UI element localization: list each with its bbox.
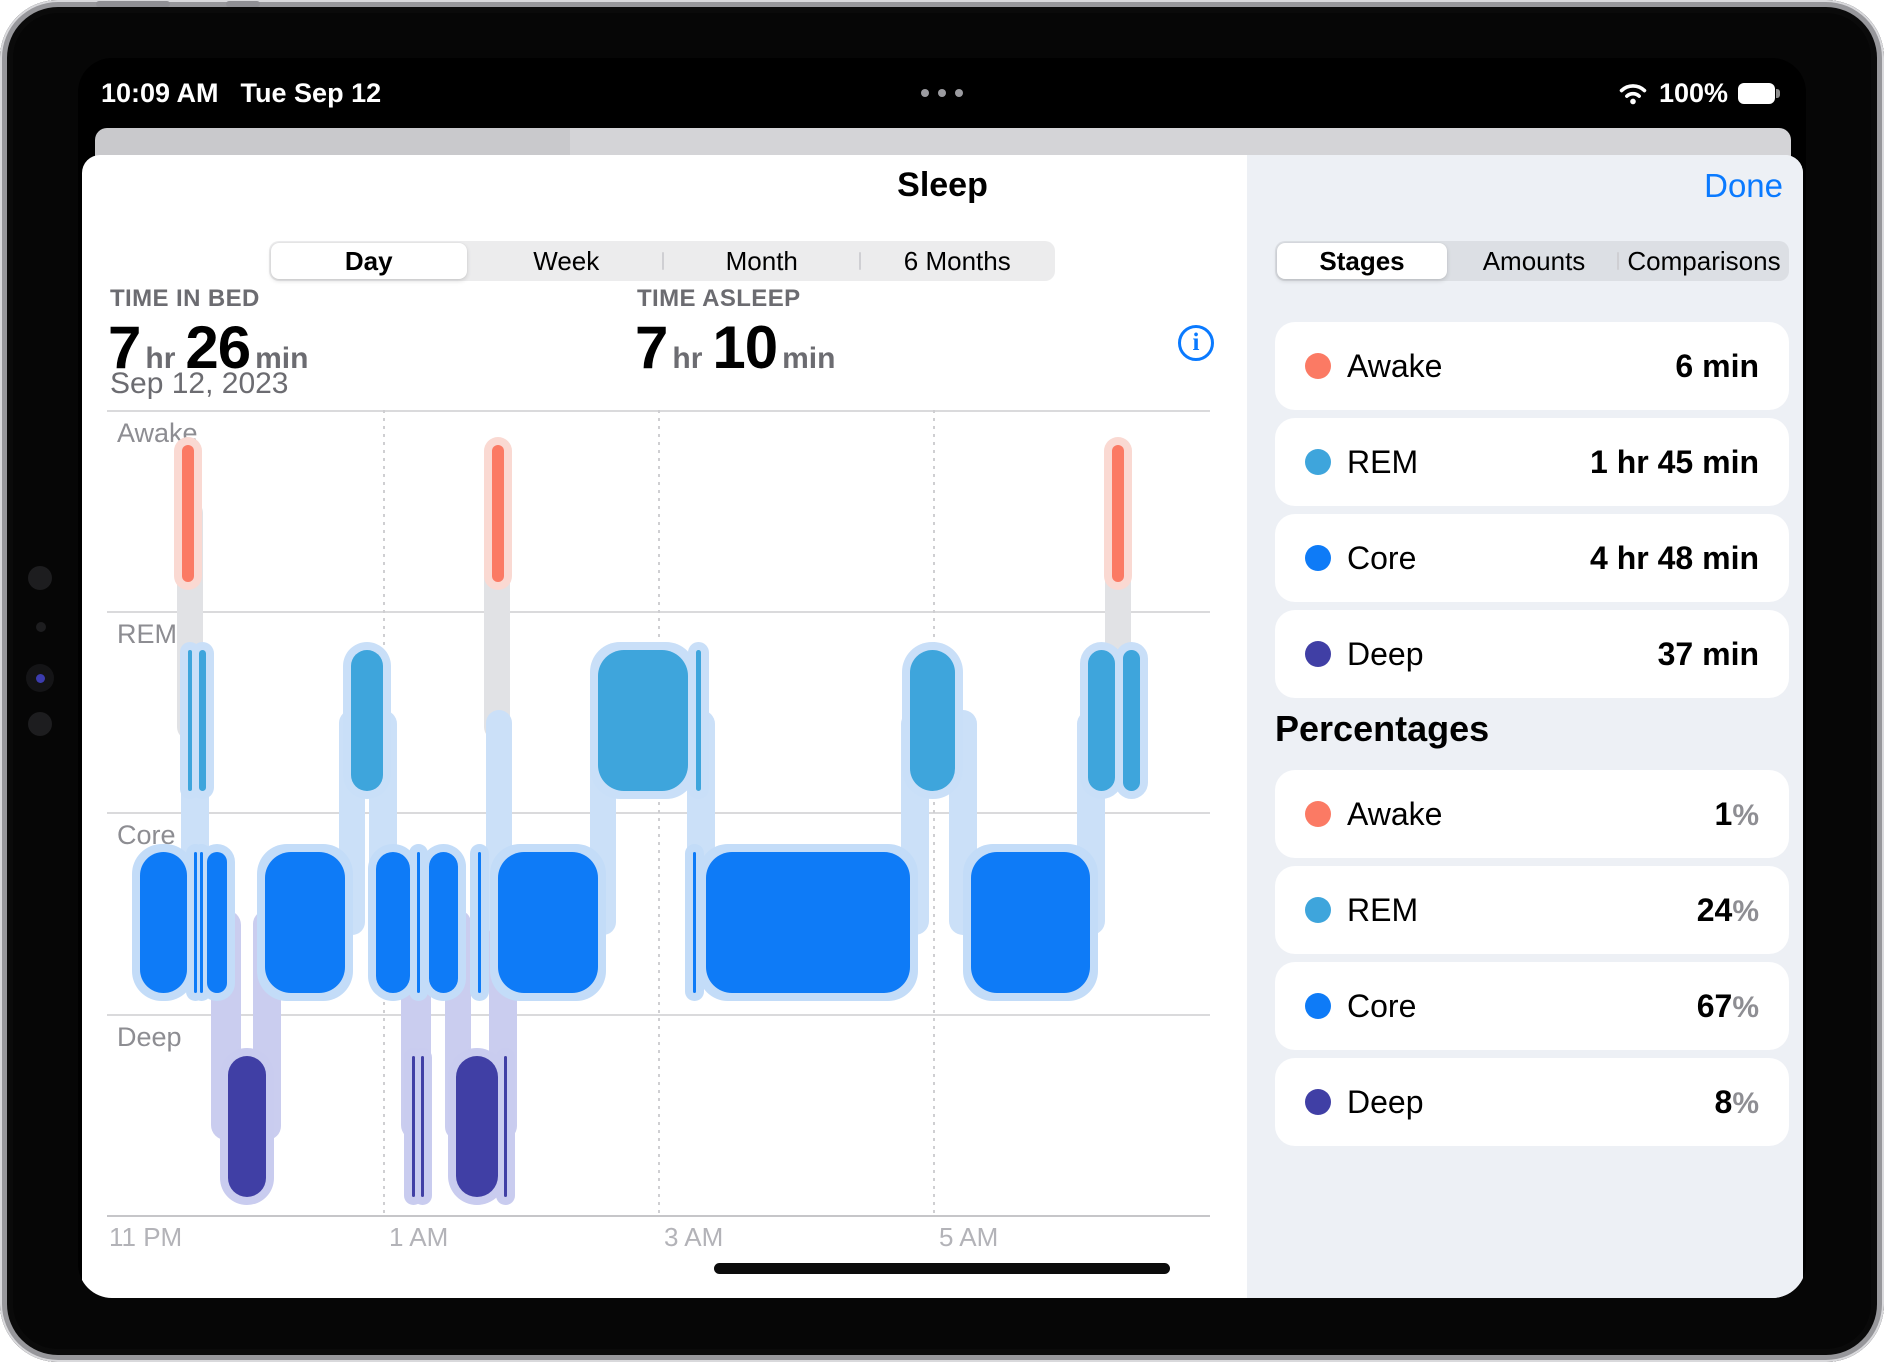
tab-day[interactable]: Day — [271, 243, 467, 279]
page-title: Sleep — [897, 166, 988, 204]
sleep-segment-rem[interactable] — [1088, 650, 1115, 791]
awake-dot-icon — [1305, 353, 1331, 379]
rem-dot-icon — [1305, 897, 1331, 923]
band-label-rem: REM — [117, 619, 177, 649]
sleep-segment-rem[interactable] — [351, 650, 383, 791]
segment-divider — [858, 252, 861, 270]
status-bar: 10:09 AM Tue Sep 12 100% — [78, 78, 1806, 108]
info-icon[interactable]: i — [1178, 325, 1214, 361]
percent-card-deep[interactable]: Deep 8% — [1275, 1058, 1789, 1146]
deep-dot-icon — [1305, 1089, 1331, 1115]
chart-band-line — [107, 1215, 1210, 1217]
tab-month[interactable]: Month — [725, 245, 798, 276]
sleep-segment-core[interactable] — [200, 852, 203, 993]
tab-week[interactable]: Week — [533, 245, 600, 276]
sleep-segment-rem[interactable] — [1123, 650, 1140, 791]
percent-card-rem[interactable]: REM 24% — [1275, 866, 1789, 954]
sleep-segment-deep[interactable] — [421, 1056, 424, 1197]
sleep-segment-core[interactable] — [693, 852, 696, 993]
deep-dot-icon — [1305, 641, 1331, 667]
period-segmented-control: Day Week Month 6 Months — [269, 241, 1055, 281]
time-asleep-value: 7 hr 10 min — [635, 314, 836, 381]
chart-gridline — [933, 410, 935, 1215]
status-date: Tue Sep 12 — [240, 78, 382, 108]
x-tick-label: 5 AM — [939, 1222, 999, 1252]
time-in-bed-value: 7 hr 26 min — [108, 314, 309, 381]
sleep-segment-core[interactable] — [478, 852, 481, 993]
sleep-segment-core[interactable] — [140, 852, 187, 993]
sleep-segment-awake[interactable] — [182, 445, 194, 582]
sidebar-segmented-control: Stages Amounts Comparisons — [1275, 241, 1789, 281]
sleep-segment-deep[interactable] — [456, 1056, 498, 1197]
top-volume-button — [226, 1, 260, 7]
multitasking-dots-icon[interactable] — [921, 89, 963, 97]
segment-divider — [1617, 252, 1620, 270]
chart-gridline — [658, 410, 660, 1215]
sleep-segment-rem[interactable] — [910, 650, 955, 791]
sleep-segment-core[interactable] — [971, 852, 1090, 993]
time-asleep-label: TIME ASLEEP — [637, 285, 801, 312]
sleep-segment-core[interactable] — [265, 852, 345, 993]
core-dot-icon — [1305, 993, 1331, 1019]
stage-card-awake[interactable]: Awake 6 min — [1275, 322, 1789, 410]
sleep-segment-core[interactable] — [498, 852, 598, 993]
home-indicator[interactable] — [714, 1263, 1170, 1274]
rem-dot-icon — [1305, 449, 1331, 475]
segment-divider — [662, 252, 664, 270]
band-label-deep: Deep — [117, 1022, 182, 1052]
percent-card-awake[interactable]: Awake 1% — [1275, 770, 1789, 858]
status-time: 10:09 AM — [101, 78, 219, 108]
tab-amounts[interactable]: Amounts — [1482, 245, 1586, 276]
x-tick-label: 11 PM — [109, 1222, 183, 1252]
side-sensor-2 — [28, 712, 52, 736]
sleep-segment-deep[interactable] — [412, 1056, 415, 1197]
sleep-modal-sheet: Sleep Done Day Week Month 6 Months TIME … — [82, 155, 1803, 1298]
stage-card-core[interactable]: Core 4 hr 48 min — [1275, 514, 1789, 602]
x-tick-label: 3 AM — [664, 1222, 724, 1252]
battery-icon — [1738, 83, 1780, 104]
ipad-screen: 10:09 AM Tue Sep 12 100% Sleep Done — [78, 58, 1806, 1298]
tab-comparisons[interactable]: Comparisons — [1627, 245, 1781, 276]
sleep-segment-rem[interactable] — [188, 650, 192, 791]
sleep-segment-core[interactable] — [706, 852, 910, 993]
top-power-button — [96, 1, 170, 7]
sleep-segment-deep[interactable] — [228, 1056, 266, 1197]
sleep-segment-core[interactable] — [417, 852, 420, 993]
sleep-segment-core[interactable] — [376, 852, 410, 993]
done-button[interactable]: Done — [1704, 167, 1783, 204]
front-sensor — [28, 566, 52, 590]
stage-card-rem[interactable]: REM 1 hr 45 min — [1275, 418, 1789, 506]
sleep-segment-core[interactable] — [429, 852, 458, 993]
summary-date: Sep 12, 2023 — [110, 367, 289, 400]
sleep-segment-awake[interactable] — [1112, 445, 1124, 582]
tab-6-months[interactable]: 6 Months — [903, 245, 1011, 276]
core-dot-icon — [1305, 545, 1331, 571]
stage-card-deep[interactable]: Deep 37 min — [1275, 610, 1789, 698]
sleep-segment-core[interactable] — [207, 852, 227, 993]
awake-dot-icon — [1305, 801, 1331, 827]
sleep-segment-rem[interactable] — [696, 650, 701, 791]
wifi-icon — [1619, 83, 1647, 104]
sleep-chart[interactable]: Awake REM Core Deep 11 PM 1 AM 3 AM 5 AM — [107, 410, 1210, 1270]
tab-stages[interactable]: Stages — [1277, 243, 1447, 279]
camera-lens-glint — [36, 674, 45, 683]
sleep-segment-rem[interactable] — [199, 650, 206, 791]
sleep-segment-rem[interactable] — [598, 650, 688, 791]
background-app-edge — [95, 128, 1791, 158]
percent-card-core[interactable]: Core 67% — [1275, 962, 1789, 1050]
percentages-title: Percentages — [1275, 708, 1490, 749]
x-tick-label: 1 AM — [389, 1222, 449, 1252]
sleep-segment-core[interactable] — [194, 852, 197, 993]
sleep-segment-deep[interactable] — [504, 1056, 507, 1197]
sleep-segment-awake[interactable] — [492, 445, 504, 582]
battery-percent: 100% — [1658, 78, 1728, 108]
ambient-sensor — [36, 622, 46, 632]
time-in-bed-label: TIME IN BED — [110, 285, 260, 312]
